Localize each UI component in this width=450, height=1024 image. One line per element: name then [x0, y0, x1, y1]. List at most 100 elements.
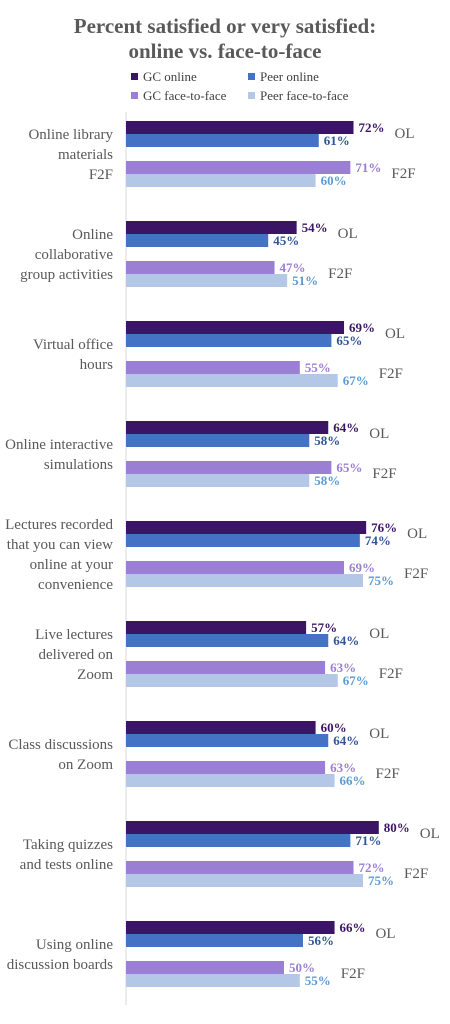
category-4-group-label-f2f: F2F	[372, 466, 396, 482]
category-9-value-label-gc-online: 66%	[340, 920, 366, 935]
category-2-value-label-gc-face-to-face: 47%	[280, 260, 306, 275]
category-7-group-label-ol: OL	[369, 726, 389, 742]
category-5-value-label-gc-face-to-face: 69%	[349, 560, 375, 575]
category-2-bar-gc-face-to-face	[126, 261, 275, 274]
category-9-value-label-peer-online: 56%	[308, 933, 334, 948]
category-7-value-label-peer-online: 64%	[333, 733, 359, 748]
category-6-value-label-peer-online: 64%	[333, 633, 359, 648]
category-6-bar-gc-online	[126, 621, 307, 634]
category-7-group-label-f2f: F2F	[376, 766, 400, 782]
category-9-label-line-2: discussion boards	[7, 957, 113, 973]
category-3-label-line-2: hours	[80, 357, 113, 373]
category-4-label-line-2: simulations	[44, 457, 113, 473]
chart-title-line-2: online vs. face-to-face	[128, 39, 322, 63]
category-1-bar-peer-online	[126, 134, 319, 147]
legend-label-peer-face-to-face: Peer face-to-face	[260, 88, 349, 103]
category-2-group-label-ol: OL	[338, 226, 358, 242]
category-2-label-line-1: Online	[72, 227, 113, 243]
category-1-bar-gc-face-to-face	[126, 161, 351, 174]
category-1-group-label-f2f: F2F	[391, 166, 415, 182]
category-6-bar-peer-online	[126, 634, 329, 647]
category-8-label-line-2: and tests online	[20, 857, 114, 873]
category-9-bar-gc-face-to-face	[126, 961, 284, 974]
category-8-bar-peer-online	[126, 834, 351, 847]
category-6-label-line-1: Live lectures	[35, 627, 113, 643]
category-1-value-label-gc-face-to-face: 71%	[355, 160, 381, 175]
category-6-label-line-2: delivered on	[38, 647, 113, 663]
category-7-bar-peer-face-to-face	[126, 774, 335, 787]
category-4-bar-gc-online	[126, 421, 329, 434]
category-1-label-line-1: Online library	[28, 127, 113, 143]
category-8-group-label-ol: OL	[420, 826, 440, 842]
category-8-bar-gc-online	[126, 821, 379, 834]
category-9-group-label-f2f: F2F	[341, 966, 365, 982]
category-4-label-line-1: Online interactive	[5, 437, 113, 453]
category-4-bar-peer-online	[126, 434, 310, 447]
category-3-bar-peer-online	[126, 334, 332, 347]
category-2-value-label-gc-online: 54%	[302, 220, 328, 235]
legend-swatch-peer-face-to-face	[248, 92, 255, 99]
category-8-label-line-1: Taking quizzes	[23, 837, 113, 853]
category-3-value-label-gc-online: 69%	[349, 320, 375, 335]
category-1-bar-peer-face-to-face	[126, 174, 316, 187]
category-5-value-label-gc-online: 76%	[371, 520, 397, 535]
legend-item-gc-face-to-face: GC face-to-face	[131, 88, 226, 104]
category-4-value-label-peer-online: 58%	[314, 433, 340, 448]
category-5-group-label-f2f: F2F	[404, 566, 428, 582]
legend-label-gc-face-to-face: GC face-to-face	[143, 88, 227, 103]
legend-swatch-gc-online	[131, 73, 138, 80]
category-8-bar-gc-face-to-face	[126, 861, 354, 874]
category-3-value-label-peer-face-to-face: 67%	[343, 373, 369, 388]
category-7-value-label-gc-online: 60%	[321, 720, 347, 735]
category-1-bar-gc-online	[126, 121, 354, 134]
category-5-label-line-4: convenience	[38, 577, 113, 593]
legend-label-gc-online: GC online	[143, 69, 197, 84]
category-8-value-label-gc-face-to-face: 72%	[359, 860, 385, 875]
legend-item-gc-online: GC online	[131, 69, 197, 85]
category-7-bar-gc-face-to-face	[126, 761, 326, 774]
category-7-bar-peer-online	[126, 734, 329, 747]
category-8-value-label-gc-online: 80%	[384, 820, 410, 835]
legend-label-peer-online: Peer online	[260, 69, 319, 84]
category-3-label-line-1: Virtual office	[33, 337, 113, 353]
category-7-label-line-2: on Zoom	[58, 757, 113, 773]
category-3-group-label-f2f: F2F	[379, 366, 403, 382]
category-5-label-line-2: that you can view	[7, 537, 113, 553]
category-8-group-label-f2f: F2F	[404, 866, 428, 882]
category-8-bar-peer-face-to-face	[126, 874, 363, 887]
category-2-bar-peer-face-to-face	[126, 274, 288, 287]
chart-title-line-1: Percent satisfied or very satisfied:	[73, 14, 377, 38]
category-5-value-label-peer-face-to-face: 75%	[368, 573, 394, 588]
category-8-value-label-peer-face-to-face: 75%	[368, 873, 394, 888]
category-1-value-label-gc-online: 72%	[359, 120, 385, 135]
category-4-bar-peer-face-to-face	[126, 474, 310, 487]
category-3-bar-peer-face-to-face	[126, 374, 338, 387]
category-3-bar-gc-face-to-face	[126, 361, 300, 374]
category-4-value-label-gc-face-to-face: 65%	[336, 460, 362, 475]
category-6-value-label-peer-face-to-face: 67%	[343, 673, 369, 688]
category-1-label-line-3: F2F	[89, 167, 113, 183]
category-6-bar-gc-face-to-face	[126, 661, 326, 674]
category-4-group-label-ol: OL	[369, 426, 389, 442]
category-5-group-label-ol: OL	[407, 526, 427, 542]
category-8-value-label-peer-online: 71%	[355, 833, 381, 848]
category-3-value-label-peer-online: 65%	[336, 333, 362, 348]
category-9-value-label-gc-face-to-face: 50%	[289, 960, 315, 975]
category-6-label-line-3: Zoom	[77, 667, 113, 683]
category-5-bar-gc-online	[126, 521, 367, 534]
category-4-bar-gc-face-to-face	[126, 461, 332, 474]
category-6-group-label-ol: OL	[369, 626, 389, 642]
category-5-bar-peer-face-to-face	[126, 574, 363, 587]
category-7-label-line-1: Class discussions	[8, 737, 113, 753]
category-5-label-line-3: online at your	[30, 557, 113, 573]
category-6-value-label-gc-online: 57%	[311, 620, 337, 635]
category-5-label-line-1: Lectures recorded	[5, 517, 113, 533]
category-9-label-line-1: Using online	[36, 937, 113, 953]
category-2-bar-peer-online	[126, 234, 269, 247]
category-9-value-label-peer-face-to-face: 55%	[305, 973, 331, 988]
legend-item-peer-online: Peer online	[248, 69, 319, 85]
category-2-value-label-peer-face-to-face: 51%	[292, 273, 318, 288]
category-1-value-label-peer-face-to-face: 60%	[321, 173, 347, 188]
category-1-group-label-ol: OL	[395, 126, 415, 142]
